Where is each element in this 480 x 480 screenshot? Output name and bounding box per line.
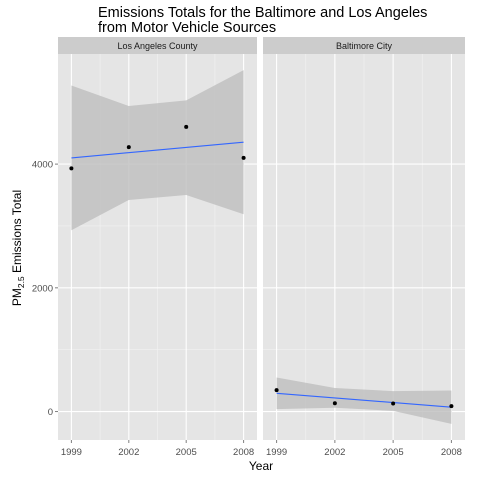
y-axis: 0 2000 4000 bbox=[32, 160, 58, 418]
x-tick-label: 2008 bbox=[233, 447, 254, 458]
x-tick-label: 2008 bbox=[441, 447, 462, 458]
y-axis-title: PM2.5 Emissions Total bbox=[10, 190, 26, 306]
data-point bbox=[241, 155, 246, 160]
x-tick-label: 2005 bbox=[383, 447, 404, 458]
x-tick-label: 1999 bbox=[61, 447, 82, 458]
y-tick-label: 4000 bbox=[32, 160, 53, 171]
x-tick-label: 2005 bbox=[176, 447, 197, 458]
data-point bbox=[332, 401, 337, 406]
y-axis-title-suffix: Emissions Total bbox=[10, 190, 24, 276]
facet-strip bbox=[263, 37, 465, 54]
y-tick-label: 0 bbox=[48, 407, 53, 418]
x-axis-title: Year bbox=[249, 459, 273, 473]
facet-strip-label: Los Angeles County bbox=[117, 41, 198, 51]
facet-strip bbox=[58, 37, 257, 54]
data-point bbox=[449, 404, 454, 409]
data-point bbox=[69, 166, 74, 171]
trend-line bbox=[276, 392, 452, 408]
data-point bbox=[391, 401, 396, 406]
facet-strip-label: Baltimore City bbox=[336, 41, 393, 51]
x-tick-label: 2002 bbox=[118, 447, 139, 458]
chart-title-line-2: from Motor Vehicle Sources bbox=[98, 20, 276, 36]
facet-panels: Los Angeles County Baltimore City bbox=[58, 37, 465, 440]
trend-line bbox=[71, 141, 244, 159]
data-point bbox=[126, 145, 131, 150]
x-axis: 1999 2002 2005 2008 1999 2002 2005 2008 bbox=[61, 440, 462, 458]
data-point bbox=[274, 388, 279, 393]
facet-panel-1: Baltimore City bbox=[263, 37, 465, 440]
y-tick-label: 2000 bbox=[32, 283, 53, 294]
y-axis-title-prefix: PM bbox=[10, 288, 24, 306]
y-axis-title-subscript: 2.5 bbox=[16, 276, 26, 288]
facet-panel-0: Los Angeles County bbox=[58, 37, 257, 440]
chart-title-line-1: Emissions Totals for the Baltimore and L… bbox=[98, 5, 427, 21]
data-point bbox=[184, 124, 189, 129]
x-tick-label: 2002 bbox=[324, 447, 345, 458]
x-tick-label: 1999 bbox=[266, 447, 287, 458]
